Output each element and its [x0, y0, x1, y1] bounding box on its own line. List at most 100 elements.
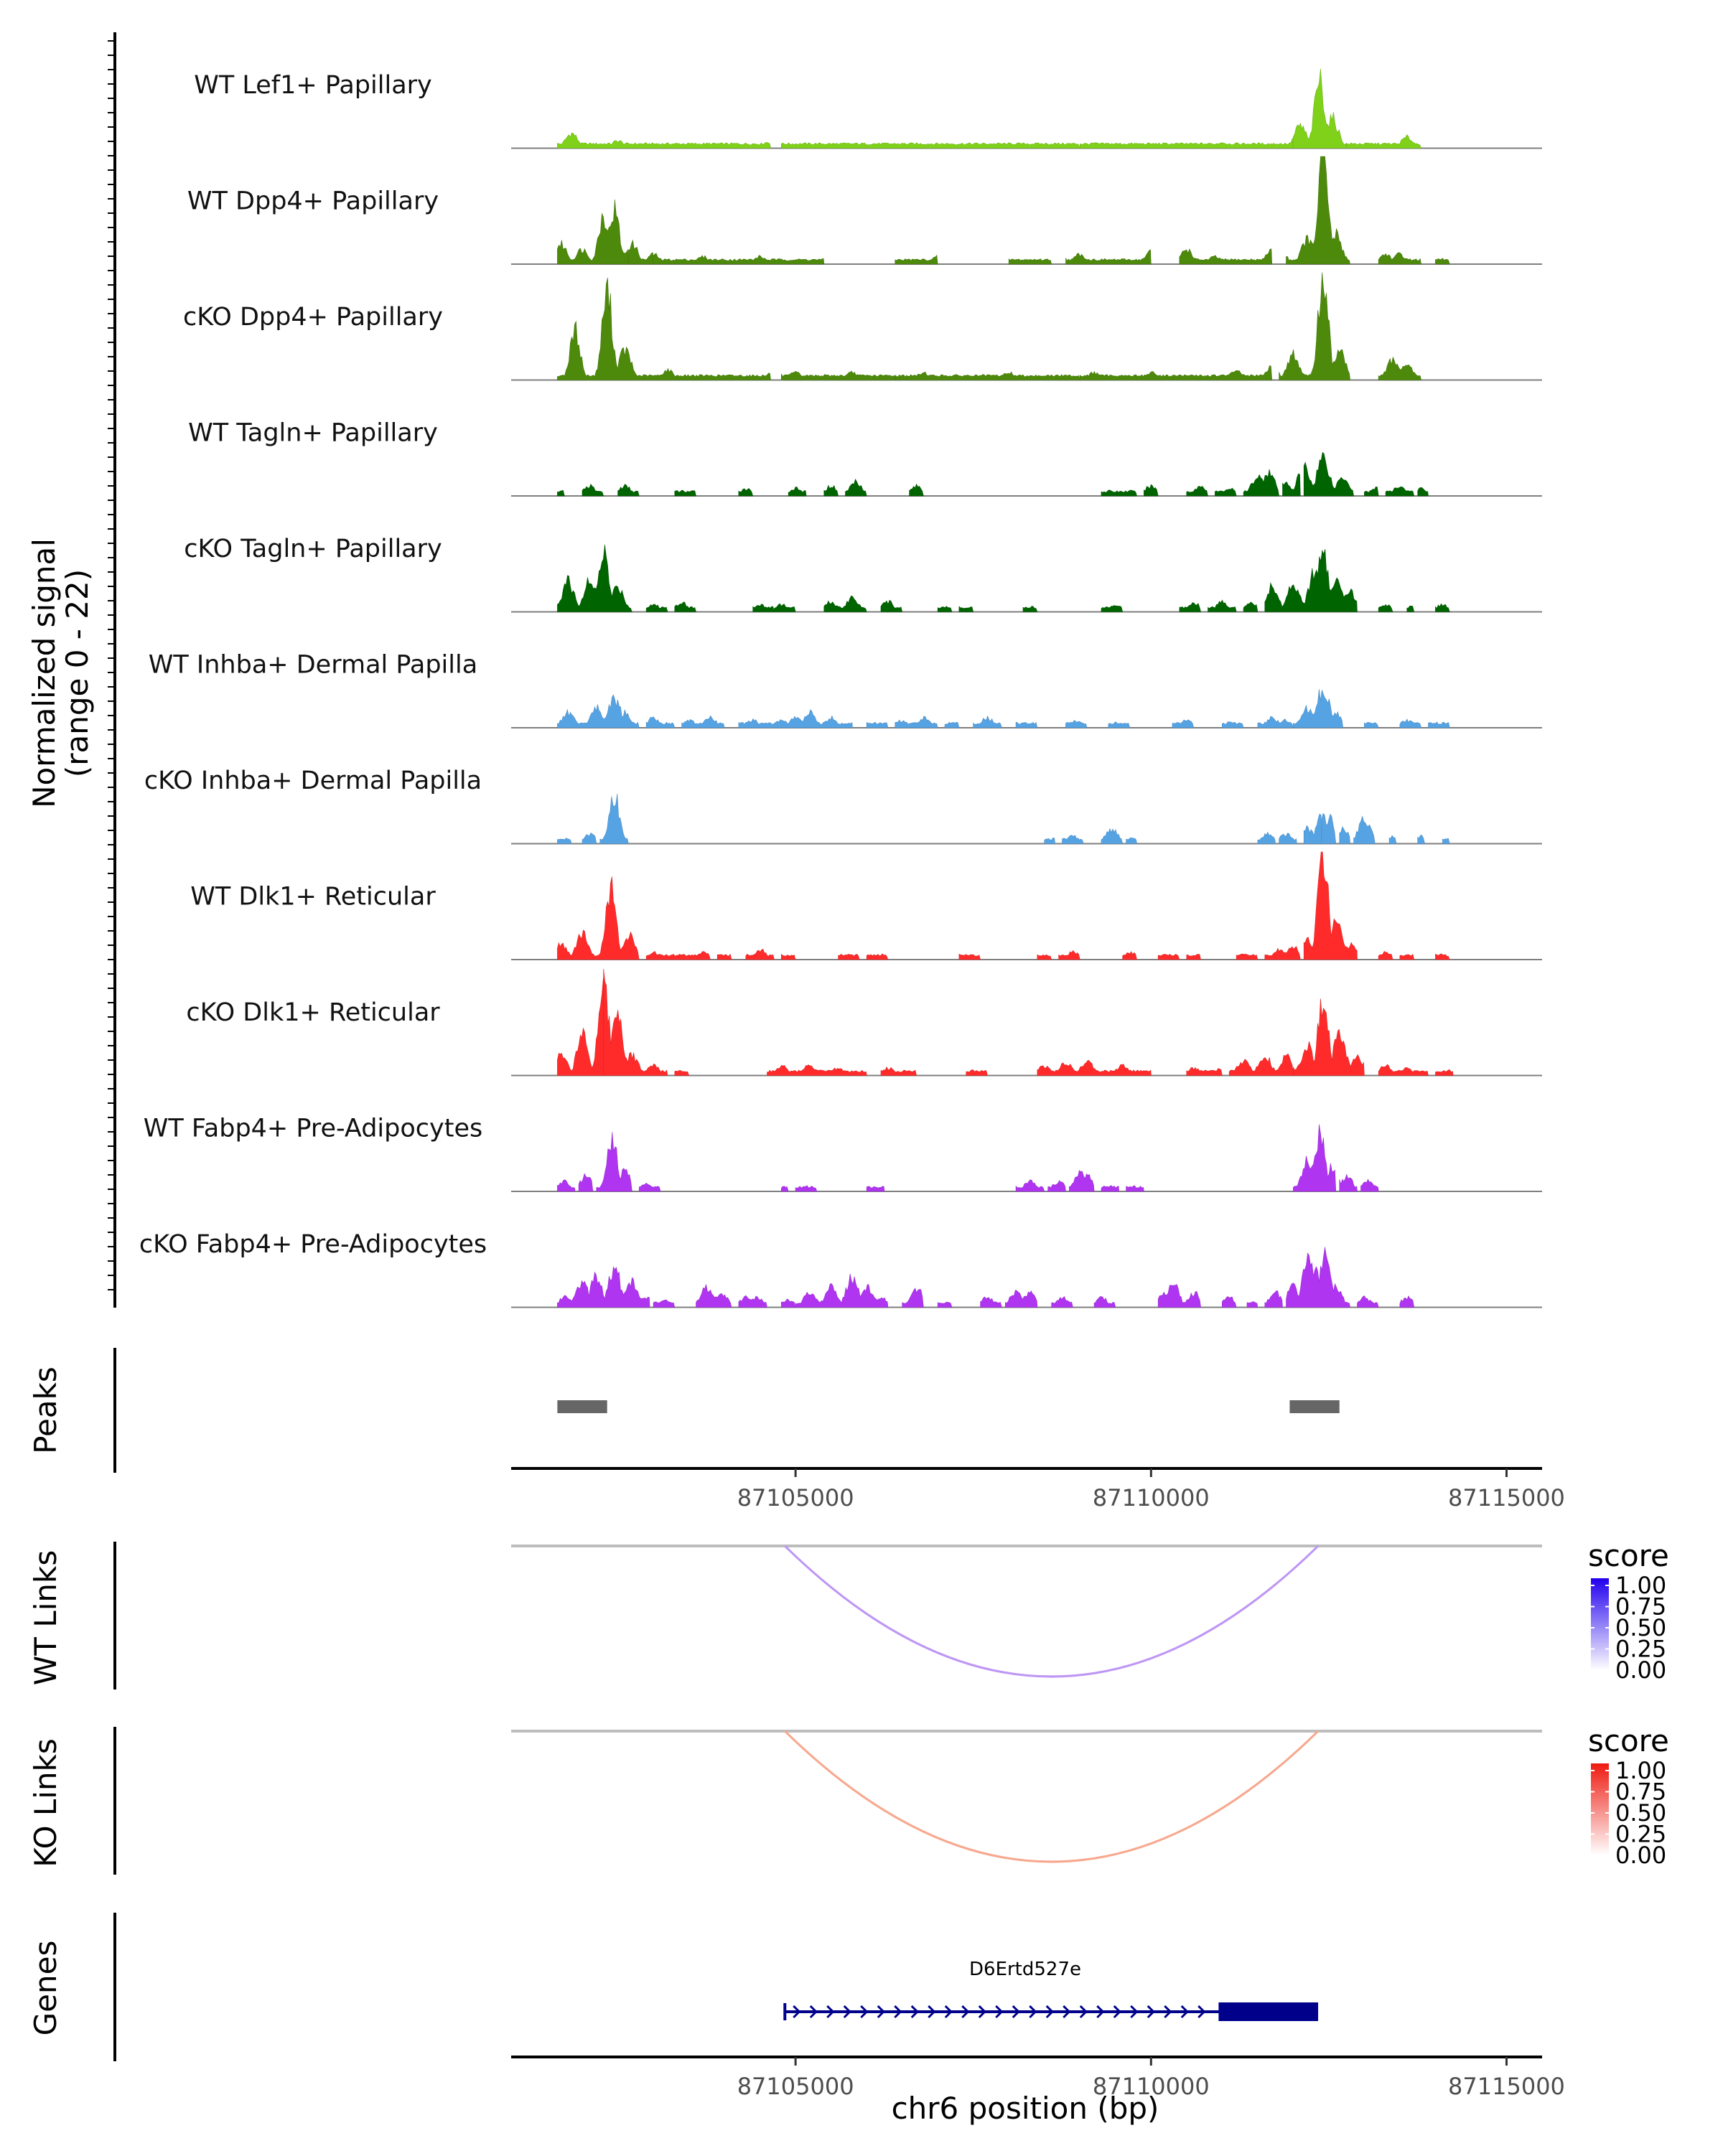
coverage-area	[781, 953, 796, 960]
coverage-area	[823, 484, 839, 497]
coverage-area	[1435, 603, 1450, 612]
coverage-area	[1257, 716, 1294, 728]
coverage-area	[1378, 356, 1421, 380]
peaks-x-axis-tick-label: 87105000	[737, 1484, 854, 1511]
legend-tick-label: 0.75	[1615, 1778, 1666, 1806]
coverage-area	[1385, 486, 1415, 497]
strand-arrow	[1096, 2005, 1105, 2019]
strand-arrow	[961, 2005, 970, 2019]
coverage-track: cKO Dpp4+ Papillary	[183, 272, 1542, 381]
coverage-area	[738, 1295, 767, 1308]
legend-title: score	[1588, 1723, 1669, 1758]
links-label: KO Links	[28, 1738, 63, 1867]
coverage-area	[1222, 721, 1244, 728]
legend-tick-label: 0.25	[1615, 1821, 1666, 1848]
gene-model	[783, 2002, 1319, 2021]
coverage-area	[628, 239, 654, 265]
coverage-area	[980, 1296, 1002, 1308]
coverage-area	[639, 1182, 661, 1192]
coverage-area	[1069, 1170, 1095, 1192]
track-label: cKO Dpp4+ Papillary	[183, 303, 443, 332]
peak-region	[557, 1400, 607, 1413]
strand-arrow	[793, 2005, 801, 2019]
coverage-area	[795, 1273, 889, 1308]
gene-name: D6Ertd527e	[969, 1959, 1081, 1980]
coverage-area	[578, 1173, 594, 1192]
coverage-area	[1186, 954, 1201, 960]
track-label: WT Inhba+ Dermal Papilla	[149, 651, 477, 680]
coverage-area	[1228, 1053, 1294, 1076]
coverage-area	[1264, 1290, 1283, 1308]
strand-arrow	[1180, 2005, 1189, 2019]
coverage-area	[1047, 1180, 1066, 1192]
coverage-area	[603, 968, 668, 1076]
coverage-area	[653, 253, 725, 265]
track-label: WT Tagln+ Papillary	[188, 419, 438, 448]
coverage-area	[1346, 134, 1422, 149]
coverage-ylabel-range: (range 0 - 22)	[60, 569, 95, 777]
coverage-area	[1243, 601, 1259, 612]
coverage-area	[557, 199, 629, 265]
strand-arrow	[910, 2005, 919, 2019]
genes-x-axis-tick-label: 87115000	[1448, 2073, 1565, 2100]
coverage-area	[557, 489, 565, 497]
coverage-area	[1062, 835, 1084, 844]
genes-x-axis: 87105000 87110000 87115000	[511, 2056, 1565, 2100]
coverage-area	[1080, 365, 1273, 380]
coverage-area	[1157, 1283, 1201, 1308]
coverage-ylabel: Normalized signal	[27, 538, 62, 808]
coverage-area	[596, 1132, 632, 1192]
coverage-area	[1357, 1295, 1379, 1308]
coverage-area	[909, 483, 924, 497]
gene-exon	[1218, 2002, 1319, 2021]
track-label: WT Dpp4+ Papillary	[187, 187, 439, 216]
coverage-area	[1279, 272, 1350, 380]
coverage-area	[1093, 1296, 1116, 1308]
strand-arrow	[1045, 2005, 1054, 2019]
peaks-track	[557, 1400, 1340, 1413]
track-label: cKO Tagln+ Papillary	[184, 535, 442, 563]
legend-tick-label: 0.50	[1615, 1614, 1666, 1641]
coverage-area	[838, 954, 860, 960]
coverage-area	[1243, 469, 1279, 497]
coverage-area	[582, 832, 597, 844]
peaks-x-axis-tick-label: 87110000	[1093, 1484, 1210, 1511]
coverage-area	[1353, 815, 1376, 844]
coverage-area	[944, 722, 960, 728]
coverage-area	[1037, 1060, 1152, 1076]
coverage-area	[1179, 602, 1201, 612]
coverage-area	[1215, 487, 1237, 497]
coverage-area	[1015, 721, 1038, 728]
strand-arrow	[928, 2005, 936, 2019]
coverage-area	[1126, 1185, 1144, 1192]
coverage-area	[1186, 485, 1208, 497]
coverage-area	[1186, 1067, 1223, 1076]
coverage-area	[895, 371, 1080, 380]
genes-x-axis-tick-label: 87105000	[737, 2073, 854, 2100]
coverage-area	[1179, 248, 1273, 265]
strand-arrow	[894, 2005, 902, 2019]
strand-arrow	[843, 2005, 851, 2019]
coverage-track: WT Tagln+ Papillary	[188, 419, 1542, 497]
coverage-area	[1417, 835, 1425, 844]
coverage-area	[1339, 826, 1350, 844]
coverage-area	[738, 487, 754, 497]
coverage-area	[1051, 1296, 1073, 1308]
coverage-area	[617, 484, 640, 497]
coverage-area	[973, 715, 1002, 728]
coverage-area	[1388, 835, 1397, 844]
coverage-area	[1126, 837, 1137, 844]
coverage-area	[1293, 1124, 1337, 1192]
strand-arrow	[877, 2005, 885, 2019]
coverage-area	[1293, 68, 1348, 149]
coverage-area	[1264, 946, 1301, 960]
coverage-area	[557, 694, 640, 728]
coverage-area	[781, 1186, 789, 1192]
coverage-area	[781, 1298, 796, 1308]
coverage-area	[1101, 828, 1124, 844]
coverage-area	[557, 1179, 576, 1192]
